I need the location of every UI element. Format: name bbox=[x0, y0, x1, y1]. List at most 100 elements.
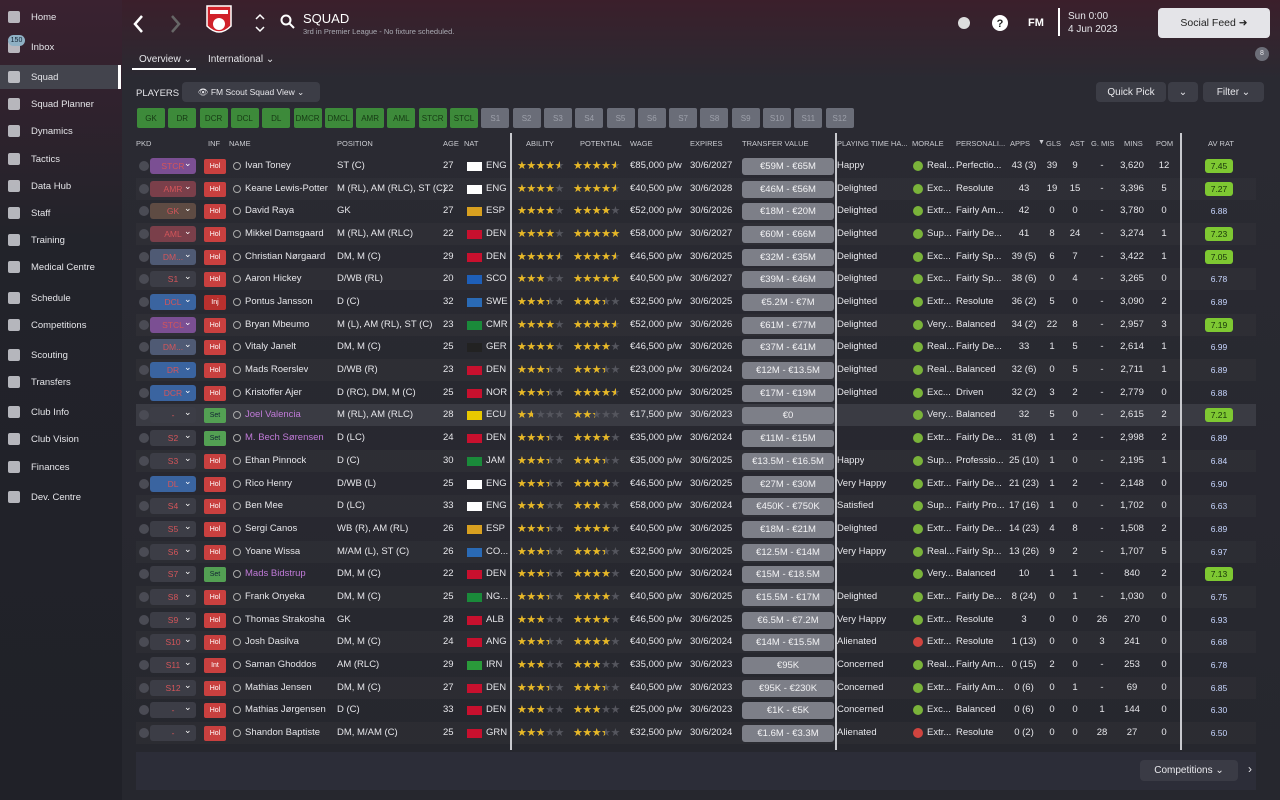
pkd-position[interactable]: AML bbox=[150, 226, 196, 243]
pick-checkbox[interactable] bbox=[139, 637, 149, 648]
nav-item[interactable]: Dynamics bbox=[0, 119, 118, 143]
player-row[interactable]: - ⌄ Set Joel Valencia M (RL), AM (RLC) 28 ECU €… bbox=[136, 404, 1256, 427]
nav-item[interactable]: Staff bbox=[0, 201, 118, 225]
nav-item[interactable]: Training bbox=[0, 228, 118, 252]
player-row[interactable]: S2 ⌄ Set M. Bech Sørensen D (LC) 24 DEN €35,000… bbox=[136, 427, 1256, 449]
player-row[interactable]: DM... ⌄ Hol Vitaly Janelt DM, M (C) 25 GER €46,… bbox=[136, 336, 1256, 358]
position-filter[interactable]: AMR bbox=[356, 108, 385, 128]
pick-checkbox[interactable] bbox=[139, 455, 149, 466]
position-filter[interactable]: DCR bbox=[199, 108, 228, 128]
pick-checkbox[interactable] bbox=[139, 342, 149, 353]
pick-checkbox[interactable] bbox=[139, 274, 149, 285]
pkd-position[interactable]: S10 bbox=[150, 634, 196, 651]
view-select[interactable]: 👁 FM Scout Squad View ⌄ bbox=[182, 82, 320, 102]
pkd-position[interactable]: S1 bbox=[150, 271, 196, 288]
pkd-position[interactable]: S2 bbox=[150, 430, 196, 447]
pkd-position[interactable]: DR bbox=[150, 362, 196, 379]
pick-checkbox[interactable] bbox=[139, 478, 149, 489]
player-row[interactable]: S3 ⌄ Hol Ethan Pinnock D (C) 30 JAM €35,000 p/w… bbox=[136, 450, 1256, 472]
pkd-position[interactable]: S5 bbox=[150, 520, 196, 537]
position-filter[interactable]: STCR bbox=[418, 108, 447, 128]
pick-checkbox[interactable] bbox=[139, 546, 149, 557]
player-row[interactable]: DM... ⌄ Hol Christian Nørgaard DM, M (C) 29 DE… bbox=[136, 246, 1256, 268]
competitions-button[interactable]: Competitions ⌄ bbox=[1140, 760, 1238, 781]
quick-pick-button[interactable]: Quick Pick bbox=[1096, 82, 1166, 102]
nav-item[interactable]: Squad Planner bbox=[0, 92, 118, 116]
game-date[interactable]: 4 Jun 2023 bbox=[1068, 24, 1118, 35]
player-row[interactable]: STCL ⌄ Hol Bryan Mbeumo M (L), AM (RL), ST (… bbox=[136, 314, 1256, 336]
pick-checkbox[interactable] bbox=[139, 591, 149, 602]
column-header[interactable]: AST bbox=[1070, 139, 1085, 148]
player-row[interactable]: - ⌄ Hol Shandon Baptiste DM, M/AM (C) 25 GRN €3… bbox=[136, 722, 1256, 744]
player-row[interactable]: STCR ⌄ Hol Ivan Toney ST (C) 27 ENG €85,000 p/w… bbox=[136, 155, 1256, 177]
pkd-position[interactable]: DCL bbox=[150, 294, 196, 311]
position-filter[interactable]: S8 bbox=[700, 108, 729, 128]
pick-checkbox[interactable] bbox=[139, 251, 149, 262]
position-filter[interactable]: S11 bbox=[794, 108, 823, 128]
pkd-position[interactable]: S12 bbox=[150, 679, 196, 696]
nav-item[interactable]: Scouting bbox=[0, 343, 118, 367]
player-row[interactable]: S12 ⌄ Hol Mathias Jensen DM, M (C) 27 DEN €40,5… bbox=[136, 677, 1256, 699]
pkd-position[interactable]: S9 bbox=[150, 611, 196, 628]
position-filter[interactable]: DR bbox=[168, 108, 197, 128]
nav-item[interactable]: Squad bbox=[0, 65, 118, 89]
pick-checkbox[interactable] bbox=[139, 206, 149, 217]
pkd-position[interactable]: - bbox=[150, 725, 196, 741]
player-row[interactable]: S11 ⌄ Int Saman Ghoddos AM (RLC) 29 IRN €35,000… bbox=[136, 654, 1256, 676]
pkd-position[interactable]: - bbox=[150, 407, 196, 424]
tab-overview[interactable]: Overview ⌄ bbox=[139, 54, 192, 65]
column-header[interactable]: PERSONALI... bbox=[956, 139, 1006, 148]
nav-item[interactable]: Dev. Centre bbox=[0, 485, 118, 509]
pick-checkbox[interactable] bbox=[139, 365, 149, 376]
pkd-position[interactable]: DM... bbox=[150, 248, 196, 265]
position-filter[interactable]: DMCR bbox=[293, 108, 322, 128]
column-header[interactable]: G. MIS bbox=[1091, 139, 1115, 148]
player-row[interactable]: DR ⌄ Hol Mads Roerslev D/WB (R) 23 DEN €23,000 … bbox=[136, 359, 1256, 381]
nav-item[interactable]: Club Vision bbox=[0, 427, 118, 451]
search-icon[interactable] bbox=[280, 14, 296, 30]
nav-item[interactable]: Home bbox=[0, 5, 118, 29]
position-filter[interactable]: S12 bbox=[825, 108, 854, 128]
quick-pick-menu[interactable]: ⌄ bbox=[1168, 82, 1198, 102]
pkd-position[interactable]: S3 bbox=[150, 452, 196, 469]
column-header[interactable]: WAGE bbox=[630, 139, 653, 148]
pkd-position[interactable]: STCR bbox=[150, 158, 196, 174]
player-row[interactable]: GK ⌄ Hol David Raya GK 27 ESP €52,000 p/w 30/6/2… bbox=[136, 200, 1256, 222]
column-header[interactable]: NAT bbox=[464, 139, 479, 148]
pick-checkbox[interactable] bbox=[139, 229, 149, 240]
player-row[interactable]: S8 ⌄ Hol Frank Onyeka DM, M (C) 25 NG... €40,50… bbox=[136, 586, 1256, 608]
position-filter[interactable]: S3 bbox=[543, 108, 572, 128]
pkd-position[interactable]: S7 bbox=[150, 566, 196, 583]
player-row[interactable]: AML ⌄ Hol Mikkel Damsgaard M (RL), AM (RLC) 2… bbox=[136, 223, 1256, 245]
position-filter[interactable]: S5 bbox=[606, 108, 635, 128]
column-header[interactable]: PKD bbox=[136, 139, 152, 148]
column-header[interactable]: POSITION bbox=[337, 139, 373, 148]
player-row[interactable]: DL ⌄ Hol Rico Henry D/WB (L) 25 ENG €46,500 p/w… bbox=[136, 473, 1256, 495]
fm-icon[interactable] bbox=[956, 15, 972, 31]
tab-international[interactable]: International ⌄ bbox=[208, 54, 275, 65]
position-filter[interactable]: S4 bbox=[575, 108, 604, 128]
nav-item[interactable]: Medical Centre bbox=[0, 255, 118, 279]
club-badge[interactable] bbox=[204, 4, 234, 40]
pick-checkbox[interactable] bbox=[139, 569, 149, 580]
social-feed-button[interactable]: Social Feed ➜ bbox=[1158, 8, 1270, 38]
column-header[interactable]: NAME bbox=[229, 139, 251, 148]
position-filter[interactable]: S2 bbox=[512, 108, 541, 128]
position-filter[interactable]: DMCL bbox=[324, 108, 353, 128]
pkd-position[interactable]: GK bbox=[150, 203, 196, 220]
pkd-position[interactable]: S4 bbox=[150, 498, 196, 515]
player-row[interactable]: S1 ⌄ Hol Aaron Hickey D/WB (RL) 20 SCO €40,500 … bbox=[136, 268, 1256, 290]
pkd-position[interactable]: - bbox=[150, 702, 196, 719]
player-row[interactable]: S9 ⌄ Hol Thomas Strakosha GK 28 ALB €46,500 p/w… bbox=[136, 609, 1256, 631]
player-row[interactable]: AMR ⌄ Hol Keane Lewis-Potter M (RL), AM (RLC… bbox=[136, 178, 1256, 200]
pkd-position[interactable]: STCL bbox=[150, 316, 196, 333]
position-filter[interactable]: S6 bbox=[637, 108, 666, 128]
pkd-position[interactable]: DCR bbox=[150, 384, 196, 401]
pkd-position[interactable]: S6 bbox=[150, 543, 196, 560]
nav-item[interactable]: Club Info bbox=[0, 400, 118, 424]
player-row[interactable]: S6 ⌄ Hol Yoane Wissa M/AM (L), ST (C) 26 CO...… bbox=[136, 541, 1256, 563]
pick-checkbox[interactable] bbox=[139, 614, 149, 625]
nav-item[interactable]: Schedule bbox=[0, 286, 118, 310]
position-filter[interactable]: DCL bbox=[230, 108, 259, 128]
position-filter[interactable]: DL bbox=[262, 108, 291, 128]
